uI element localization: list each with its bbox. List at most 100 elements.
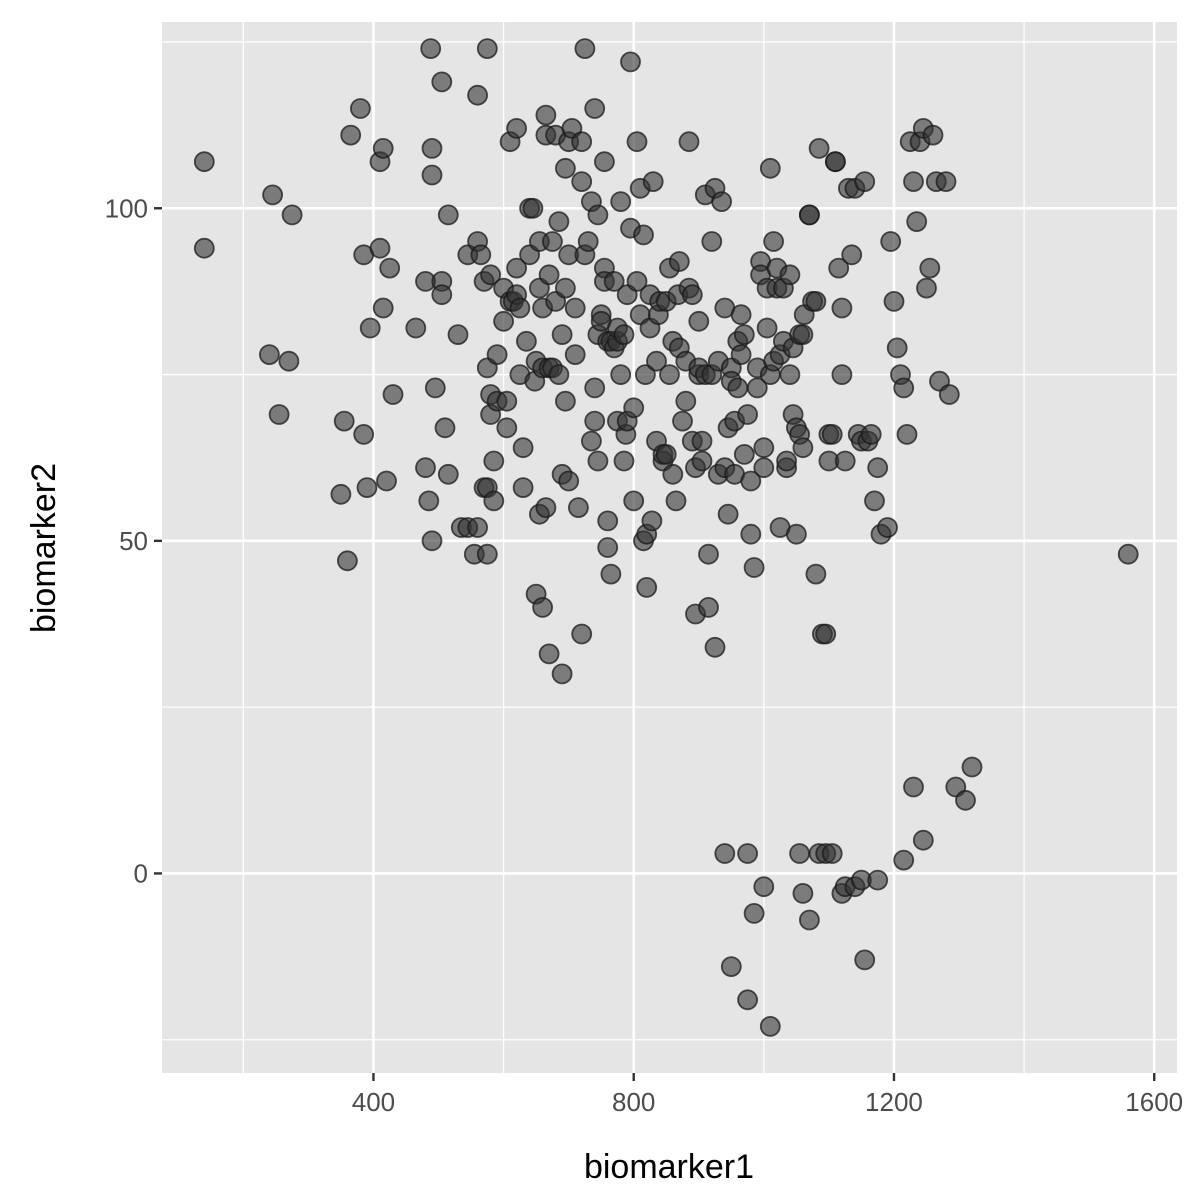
data-point [467, 517, 489, 538]
data-point [763, 231, 784, 252]
data-point [369, 237, 391, 259]
data-point [681, 284, 703, 306]
data-point [880, 231, 902, 252]
data-point [620, 51, 641, 73]
data-point [740, 470, 762, 492]
data-point [636, 577, 658, 598]
data-point [268, 404, 290, 425]
data-point [512, 477, 534, 499]
data-point [854, 171, 876, 193]
data-point [831, 297, 853, 319]
data-point [623, 490, 645, 512]
data-point [792, 324, 814, 346]
data-point [860, 423, 882, 445]
data-point [571, 623, 593, 645]
data-point [467, 84, 489, 106]
data-point [688, 310, 710, 332]
data-point [805, 290, 827, 312]
data-point [506, 257, 527, 279]
data-point [633, 224, 654, 246]
data-point [278, 350, 300, 372]
data-point [581, 430, 602, 452]
data-point [896, 423, 918, 445]
data-point [799, 909, 820, 931]
data-point [720, 956, 742, 977]
y-tick-label: 0 [134, 858, 148, 888]
data-point [786, 523, 807, 545]
data-point [922, 124, 944, 146]
data-point [330, 483, 352, 505]
data-point [737, 843, 758, 864]
data-point [600, 563, 622, 585]
x-tick-label: 400 [352, 1087, 395, 1117]
x-tick-label: 1200 [865, 1087, 923, 1117]
data-point [626, 270, 648, 292]
data-point [376, 470, 397, 492]
data-point [675, 390, 697, 412]
data-point [476, 38, 498, 59]
data-point [704, 636, 726, 658]
data-point [532, 597, 553, 618]
data-point [717, 503, 739, 525]
data-point [434, 417, 456, 439]
data-point [522, 197, 544, 219]
data-point [603, 270, 625, 292]
data-point [405, 317, 427, 339]
data-points [193, 38, 1139, 1037]
data-point [906, 211, 928, 233]
data-point [555, 157, 576, 179]
data-point [642, 171, 664, 193]
data-point [594, 151, 615, 173]
data-point [258, 344, 280, 366]
data-point [356, 477, 378, 499]
data-point [421, 137, 443, 159]
data-point [551, 324, 573, 346]
data-point [538, 264, 560, 286]
data-point [421, 530, 443, 552]
x-axis: 400 800 1200 1600 [352, 1073, 1183, 1117]
data-point [864, 490, 885, 512]
data-point [535, 104, 557, 126]
data-point [610, 364, 632, 386]
x-axis-title: biomarker1 [584, 1148, 754, 1186]
data-point [893, 849, 915, 871]
data-point [193, 237, 215, 259]
data-point [597, 510, 619, 532]
data-point [193, 151, 215, 173]
data-point [641, 510, 663, 532]
data-point [714, 843, 736, 864]
data-point [610, 191, 632, 213]
data-point [916, 277, 937, 299]
data-point [912, 829, 934, 851]
data-point [512, 437, 534, 459]
data-point [577, 231, 599, 252]
data-point [496, 417, 518, 439]
data-point [538, 643, 560, 665]
data-point [867, 457, 889, 479]
data-point [496, 390, 518, 412]
data-point [919, 257, 941, 279]
data-point [424, 377, 446, 399]
data-point [841, 244, 863, 266]
data-point [808, 137, 830, 159]
data-point [883, 290, 905, 312]
data-point [349, 98, 371, 119]
data-point [486, 344, 508, 366]
data-point [733, 443, 755, 465]
data-point [779, 264, 801, 286]
data-point [756, 317, 778, 339]
data-point [935, 171, 957, 193]
data-point [421, 164, 443, 186]
data-point [792, 437, 814, 459]
data-point [372, 137, 394, 159]
data-point [1117, 543, 1139, 565]
data-point [587, 204, 609, 226]
data-point [746, 377, 768, 399]
data-point [483, 450, 505, 472]
data-point [821, 843, 843, 864]
data-point [506, 117, 527, 139]
data-point [493, 310, 515, 332]
data-point [805, 563, 827, 585]
data-point [483, 490, 505, 512]
